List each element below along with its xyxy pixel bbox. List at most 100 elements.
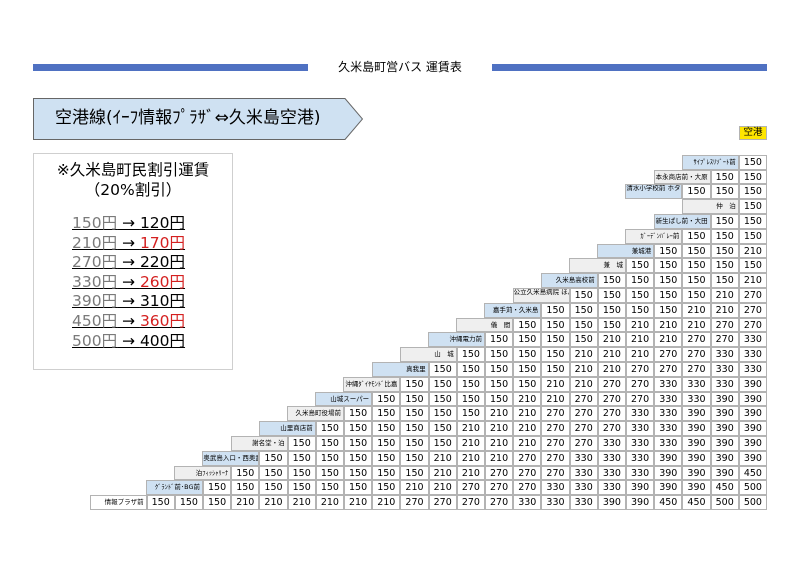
stop-name: 山城スーパー — [315, 391, 373, 407]
discount-row: 390円 → 310円 — [72, 292, 232, 312]
fare-cell: 330 — [654, 406, 683, 422]
discounted-fare: 310円 — [139, 292, 186, 311]
fare-cell: 150 — [569, 317, 598, 333]
fare-cell: 270 — [541, 421, 570, 436]
stop-name: 兼城港 — [597, 243, 655, 259]
fare-cell: 390 — [710, 421, 739, 436]
fare-cell: 150 — [710, 228, 739, 244]
fare-cell: 150 — [203, 480, 232, 496]
fare-cell: 150 — [456, 391, 485, 407]
fare-cell: 330 — [597, 465, 626, 481]
fare-cell: 150 — [203, 495, 232, 510]
fare-cell: 150 — [456, 406, 485, 422]
fare-cell: 150 — [626, 273, 655, 288]
fare-cell: 150 — [654, 243, 683, 259]
fare-cell: 210 — [597, 347, 626, 362]
stop-name: 謝名堂・泊 — [230, 436, 288, 451]
fare-cell: 210 — [456, 421, 485, 436]
discounted-fare: 220円 — [139, 253, 186, 272]
page-title: 久米島町営バス 運賃表 — [338, 60, 462, 74]
fare-cell: 150 — [428, 406, 457, 422]
route-label-shape — [33, 98, 363, 140]
fare-cell: 210 — [710, 288, 739, 303]
fare-cell: 270 — [710, 317, 739, 333]
fare-cell: 150 — [541, 362, 570, 377]
regular-fare: 500円 — [72, 331, 118, 350]
fare-cell: 330 — [626, 465, 655, 481]
fare-cell: 270 — [485, 465, 514, 481]
fare-cell: 150 — [344, 480, 373, 496]
fare-cell: 500 — [738, 495, 767, 510]
fare-cell: 210 — [456, 436, 485, 451]
stop-name: 久米島高校前 — [540, 273, 598, 288]
discounted-fare: 360円 — [139, 311, 186, 330]
fare-cell: 330 — [710, 362, 739, 377]
fare-cell: 210 — [569, 362, 598, 377]
fare-cell: 150 — [710, 258, 739, 274]
fare-cell: 270 — [456, 495, 485, 510]
fare-cell: 150 — [344, 465, 373, 481]
fare-cell: 150 — [738, 228, 767, 244]
terminal-airport-label: 空港 — [739, 126, 767, 140]
fare-cell: 150 — [428, 376, 457, 392]
fare-cell: 390 — [738, 376, 767, 392]
fare-cell: 390 — [682, 436, 711, 451]
discount-title: ※久米島町民割引運賃 — [56, 161, 210, 179]
fare-cell: 270 — [597, 391, 626, 407]
fare-cell: 150 — [710, 169, 739, 185]
fare-cell: 150 — [400, 436, 429, 451]
fare-cell: 150 — [372, 450, 401, 466]
fare-cell: 150 — [485, 376, 514, 392]
fare-cell: 150 — [597, 273, 626, 288]
fare-cell: 150 — [569, 302, 598, 318]
fare-cell: 210 — [259, 495, 288, 510]
fare-cell: 390 — [738, 436, 767, 451]
fare-cell: 210 — [738, 273, 767, 288]
fare-cell: 270 — [626, 362, 655, 377]
fare-cell: 150 — [344, 436, 373, 451]
resident-discount-box: ※久米島町民割引運賃 （20%割引） 150円 → 120円 210円 → 170… — [33, 153, 233, 370]
fare-cell: 150 — [400, 450, 429, 466]
fare-cell: 150 — [710, 273, 739, 288]
fare-cell: 270 — [513, 480, 542, 496]
title-bar-right — [492, 64, 767, 71]
fare-cell: 150 — [428, 391, 457, 407]
fare-cell: 150 — [541, 332, 570, 348]
fare-cell: 150 — [710, 243, 739, 259]
fare-cell: 210 — [626, 317, 655, 333]
fare-cell: 390 — [682, 421, 711, 436]
stop-name: 兼 城 — [569, 258, 626, 274]
discounted-fare: 120円 — [139, 214, 186, 232]
stop-name: 沖縄電力前 — [428, 332, 485, 348]
stop-name: 公立久米島病院 ほんのもり — [512, 288, 570, 303]
fare-cell: 270 — [428, 495, 457, 510]
discount-row: 150円 → 120円 — [72, 214, 232, 234]
fare-cell: 270 — [682, 362, 711, 377]
fare-cell: 450 — [738, 465, 767, 481]
stop-name: 清水小学校前 ホタルドーム — [625, 184, 683, 200]
fare-cell: 150 — [315, 436, 344, 451]
fare-cell: 330 — [569, 495, 598, 510]
fare-cell: 390 — [654, 480, 683, 496]
fare-cell: 270 — [654, 362, 683, 377]
fare-cell: 450 — [654, 495, 683, 510]
fare-cell: 390 — [738, 391, 767, 407]
fare-cell: 150 — [259, 480, 288, 496]
fare-cell: 150 — [485, 332, 514, 348]
fare-cell: 150 — [541, 302, 570, 318]
fare-cell: 390 — [597, 495, 626, 510]
fare-cell: 210 — [428, 450, 457, 466]
fare-cell: 210 — [400, 480, 429, 496]
fare-cell: 270 — [541, 406, 570, 422]
fare-cell: 330 — [569, 450, 598, 466]
fare-cell: 270 — [626, 391, 655, 407]
fare-cell: 330 — [541, 480, 570, 496]
fare-cell: 270 — [710, 332, 739, 348]
fare-cell: 330 — [597, 480, 626, 496]
fare-cell: 150 — [287, 480, 316, 496]
regular-fare: 210円 — [72, 233, 118, 252]
fare-cell: 150 — [569, 332, 598, 348]
discount-subtitle: （20%割引） — [84, 181, 182, 199]
discount-row: 330円 → 260円 — [72, 273, 232, 293]
stop-name: ｻｲﾌﾟﾚｽﾘｿﾞｰﾄ前 — [681, 154, 739, 170]
